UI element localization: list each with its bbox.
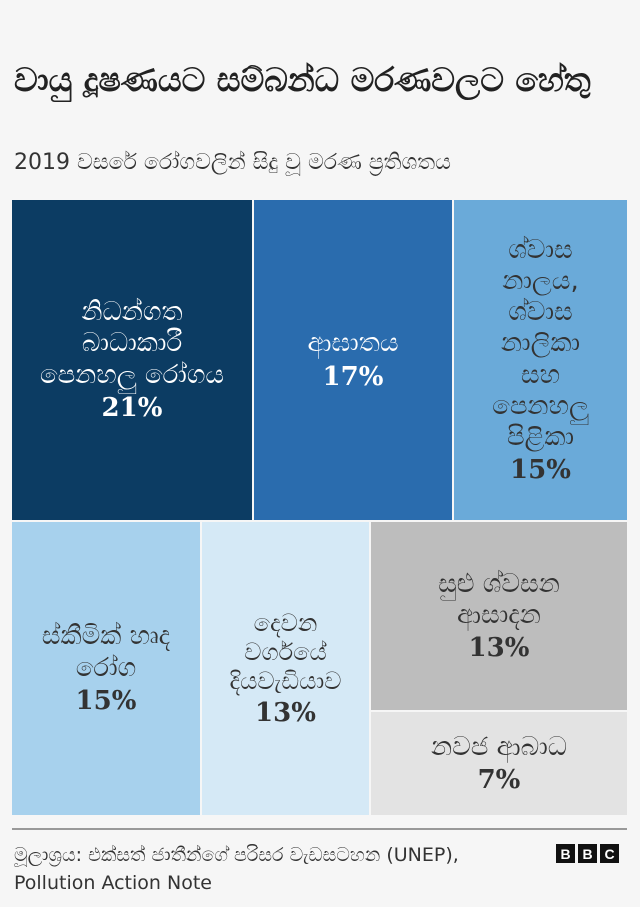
tile-value: 13%	[255, 697, 316, 728]
treemap-tile-copd: නිධන්ගත බාධාකාරී පෙනහලු රෝගය 21%	[12, 200, 252, 520]
tile-label: ස්කීමික් හෘද රෝග	[41, 621, 171, 683]
treemap-tile-lung-cancer: ශ්වාස නාලය, ශ්වාස නාලිකා සහ පෙනහලු පිළික…	[454, 200, 627, 520]
tile-value: 7%	[477, 765, 521, 796]
tile-label: දෙවන වර්ගයේ දියවැඩියාව	[229, 609, 342, 695]
bbc-logo: B B C	[556, 844, 619, 863]
treemap-tile-stroke: ආඝාතය 17%	[254, 200, 452, 520]
treemap-tile-neonatal: නවජ ආබාධ 7%	[371, 712, 627, 815]
logo-letter: B	[578, 844, 597, 863]
tile-label: ශ්වාස නාලය, ශ්වාස නාලිකා සහ පෙනහලු පිළික…	[492, 234, 589, 452]
chart-title: වායු දූෂණයට සම්බන්ධ මරණවලට හේතු	[14, 60, 591, 99]
treemap-tile-ischemic-heart: ස්කීමික් හෘද රෝග 15%	[12, 522, 200, 815]
chart-subtitle: 2019 වසරේ රෝගවලින් සිදු වූ මරණ ප්‍රතිශතය	[14, 150, 451, 175]
tile-value: 21%	[101, 392, 163, 423]
treemap-chart: නිධන්ගත බාධාකාරී පෙනහලු රෝගය 21% ආඝාතය 1…	[12, 200, 627, 815]
treemap-tile-respiratory-infections: සුළු ශ්වසන ආසාදන 13%	[371, 522, 627, 710]
logo-letter: C	[600, 844, 619, 863]
tile-value: 15%	[75, 685, 137, 716]
footer-divider	[12, 828, 627, 830]
tile-value: 13%	[468, 633, 530, 664]
logo-letter: B	[556, 844, 575, 863]
tile-value: 15%	[510, 455, 571, 486]
tile-label: නිධන්ගත බාධාකාරී පෙනහලු රෝගය	[39, 297, 225, 390]
tile-label: ආඝාතය	[307, 328, 399, 359]
treemap-tile-diabetes: දෙවන වර්ගයේ දියවැඩියාව 13%	[202, 522, 369, 815]
tile-label: සුළු ශ්වසන ආසාදන	[438, 568, 560, 630]
source-note: මූලාශ්‍රය: එක්සත් ජාතීන්ගේ පරිසර වැඩසටහන…	[14, 844, 459, 894]
tile-value: 17%	[322, 361, 384, 392]
tile-label: නවජ ආබාධ	[430, 731, 568, 762]
